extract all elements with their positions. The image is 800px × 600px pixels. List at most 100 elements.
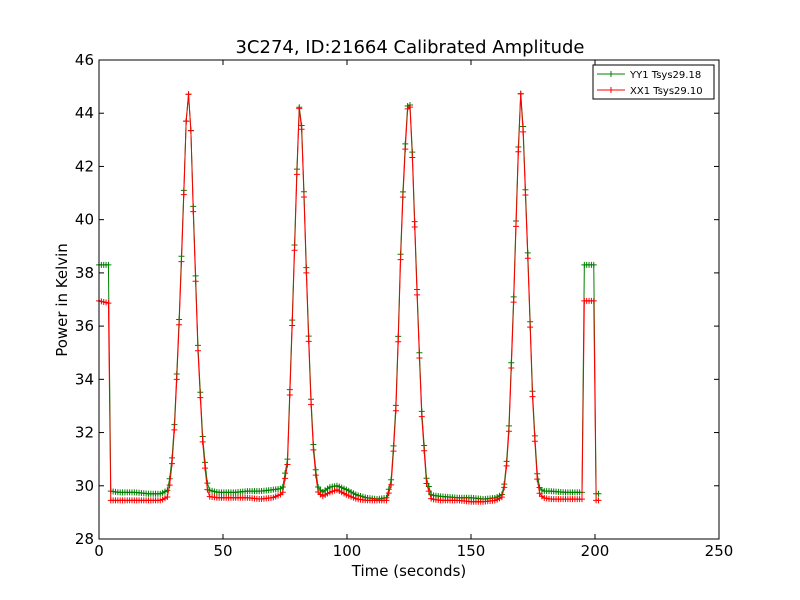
data-point-marker	[409, 154, 416, 161]
legend-box	[592, 64, 715, 100]
data-point-marker	[312, 472, 319, 479]
data-point-marker	[169, 460, 176, 467]
x-axis-label: Time (seconds)	[351, 562, 467, 580]
data-point-marker	[423, 480, 430, 487]
data-point-marker	[414, 291, 421, 298]
data-point-marker	[279, 483, 286, 490]
plot-area-frame	[98, 59, 720, 540]
data-point-marker	[190, 208, 197, 215]
data-point-marker	[397, 256, 404, 263]
data-point-marker	[171, 426, 178, 433]
data-point-marker	[498, 494, 505, 501]
data-point-marker	[204, 486, 211, 493]
data-point-marker	[310, 446, 317, 453]
data-point-marker	[385, 490, 392, 497]
data-point-marker	[595, 497, 602, 504]
legend-entries: YY1 Tsys29.18 XX1 Tsys29.10	[597, 70, 703, 97]
legend-marker-swatch	[608, 87, 614, 93]
data-point-marker	[501, 484, 508, 491]
data-point-marker	[383, 497, 390, 504]
data-point-marker	[187, 127, 194, 134]
legend-label: XX1 Tsys29.10	[630, 86, 703, 97]
y-tick-label: 34	[75, 370, 94, 388]
data-point-marker	[194, 347, 201, 354]
data-point-marker	[199, 438, 206, 445]
data-point-marker	[178, 258, 185, 265]
data-point-marker	[105, 261, 112, 268]
data-point-marker	[185, 91, 192, 98]
legend-label: YY1 Tsys29.18	[629, 70, 701, 81]
data-point-marker	[505, 428, 512, 435]
data-point-marker	[534, 476, 541, 483]
data-point-marker	[197, 394, 204, 401]
data-point-marker	[293, 171, 300, 178]
data-point-marker	[508, 365, 515, 372]
data-point-marker	[284, 461, 291, 468]
data-point-marker	[510, 299, 517, 306]
x-tick-label: 100	[333, 542, 362, 560]
y-tick-label: 38	[75, 264, 94, 282]
y-tick-label: 32	[75, 424, 94, 442]
data-point-marker	[402, 146, 409, 153]
data-point-marker	[536, 490, 543, 497]
legend: YY1 Tsys29.18 XX1 Tsys29.10	[592, 64, 715, 100]
data-point-marker	[388, 481, 395, 488]
data-point-marker	[392, 407, 399, 414]
data-point-marker	[289, 322, 296, 329]
x-tick-label: 150	[457, 542, 486, 560]
data-point-marker	[164, 487, 171, 494]
data-point-marker	[503, 462, 510, 469]
data-point-marker	[296, 105, 303, 112]
legend-entry: YY1 Tsys29.18	[597, 70, 701, 81]
axis-ticks: 0 50 100 150 200 250 28 30 32 34 36 38 40 42 44 46	[75, 51, 733, 560]
y-tick-label: 46	[75, 51, 94, 69]
y-tick-label: 36	[75, 317, 94, 335]
data-point-marker	[590, 261, 597, 268]
data-point-marker	[166, 482, 173, 489]
y-tick-label: 28	[75, 530, 94, 548]
y-tick-label: 42	[75, 157, 94, 175]
data-point-marker	[425, 488, 432, 495]
data-point-marker	[279, 489, 286, 496]
legend-marker-swatch	[608, 71, 614, 77]
data-point-marker	[520, 128, 527, 135]
data-point-marker	[531, 438, 538, 445]
data-point-marker	[578, 496, 585, 503]
data-point-marker	[529, 393, 536, 400]
data-point-marker	[300, 194, 307, 201]
data-point-marker	[202, 465, 209, 472]
data-point-marker	[308, 401, 315, 408]
data-point-marker	[513, 223, 520, 230]
data-point-marker	[406, 104, 413, 111]
y-tick-label: 30	[75, 477, 94, 495]
data-point-marker	[303, 269, 310, 276]
series-layer	[96, 90, 602, 505]
data-point-marker	[515, 148, 522, 155]
data-point-marker	[395, 338, 402, 345]
data-point-marker	[421, 447, 428, 454]
data-point-marker	[418, 413, 425, 420]
data-point-marker	[105, 300, 112, 307]
x-tick-label: 0	[94, 542, 104, 560]
data-point-marker	[517, 90, 524, 97]
data-point-marker	[590, 297, 597, 304]
data-point-marker	[192, 278, 199, 285]
data-point-marker	[282, 470, 289, 477]
series-xx1	[96, 90, 602, 505]
data-point-marker	[411, 223, 418, 230]
data-point-marker	[527, 324, 534, 331]
data-point-marker	[282, 475, 289, 482]
x-tick-label: 250	[705, 542, 734, 560]
data-point-marker	[390, 448, 397, 455]
data-point-marker	[399, 194, 406, 201]
data-point-marker	[173, 376, 180, 383]
data-point-marker	[176, 321, 183, 328]
data-point-marker	[416, 355, 423, 362]
data-point-marker	[298, 126, 305, 133]
legend-entry: XX1 Tsys29.10	[597, 86, 703, 97]
x-tick-label: 200	[581, 542, 610, 560]
data-point-marker	[164, 494, 171, 501]
data-point-marker	[180, 191, 187, 198]
